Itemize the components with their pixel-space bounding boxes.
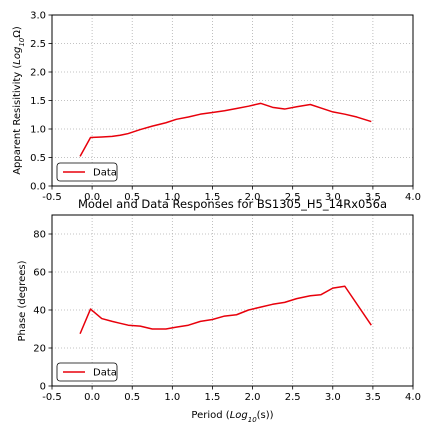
y-tick-label: 1.0: [30, 125, 46, 136]
data-series-line: [79, 102, 372, 157]
apparent-resistivity-panel: -0.5 0.0 0.5 1.0 1.5 2.0 2.5 3.0 3.5 4.00.00.51.0…: [30, 11, 421, 204]
legend: Data: [56, 162, 118, 182]
legend: Data: [56, 362, 118, 382]
x-tick-label: 3.0: [325, 192, 341, 203]
x-tick-label: 0.5: [124, 192, 140, 203]
y-tick-label: 2.5: [30, 39, 46, 50]
x-tick-label: -0.5: [42, 192, 62, 203]
y-tick-label: 1.5: [30, 96, 46, 107]
y-tick-label: 80: [33, 230, 46, 241]
x-tick-label: 3.5: [365, 392, 381, 403]
y-tick-label: 0.5: [30, 153, 46, 164]
y-tick-label: 60: [33, 268, 46, 279]
x-tick-label: 1.5: [204, 192, 220, 203]
x-tick-label: 3.0: [325, 392, 341, 403]
y-tick-label: 0: [40, 382, 46, 393]
x-tick-label: 0.0: [84, 192, 100, 203]
x-tick-label: 2.5: [285, 392, 301, 403]
x-tick-label: 1.0: [164, 392, 180, 403]
x-tick-label: 4.0: [405, 392, 421, 403]
x-tick-label: 2.0: [245, 392, 261, 403]
y-tick-label: 2.0: [30, 68, 46, 79]
x-tick-label: 0.5: [124, 392, 140, 403]
x-tick-label: 3.5: [365, 192, 381, 203]
x-tick-label: -0.5: [42, 392, 62, 403]
x-tick-label: 1.0: [164, 192, 180, 203]
y-axis-label-resistivity: Apparent Resisitivity (Log10Ω): [12, 26, 26, 175]
legend-label: Data: [93, 168, 117, 179]
data-series-line: [79, 285, 372, 335]
x-axis-label-period: Period (Log10(s)): [191, 410, 273, 424]
y-tick-label: 3.0: [30, 11, 46, 22]
x-tick-label: 0.0: [84, 392, 100, 403]
phase-panel: -0.5 0.0 0.5 1.0 1.5 2.0 2.5 3.0 3.5 4.0 0 20 40 60 80…: [33, 214, 421, 403]
x-tick-label: 2.5: [285, 192, 301, 203]
axes-frame: [51, 214, 414, 387]
x-tick-label: 1.5: [204, 392, 220, 403]
figure-title: Model and Data Responses for BS1305_H5_1…: [78, 197, 387, 211]
y-tick-label: 40: [33, 306, 46, 317]
x-tick-label: 4.0: [405, 192, 421, 203]
y-tick-label: 0.0: [30, 182, 46, 193]
legend-label: Data: [93, 368, 117, 379]
y-tick-label: 20: [33, 344, 46, 355]
y-axis-label-phase: Phase (degrees): [17, 260, 28, 341]
x-tick-label: 2.0: [245, 192, 261, 203]
